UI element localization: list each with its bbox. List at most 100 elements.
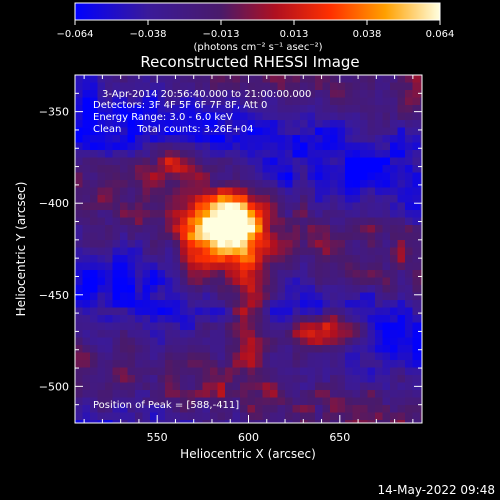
- heatmap-cell: [300, 412, 308, 421]
- heatmap-cell: [285, 135, 293, 143]
- heatmap-cell: [202, 255, 211, 263]
- heatmap-cell: [172, 292, 181, 301]
- heatmap-cell: [367, 210, 376, 218]
- heatmap-cell: [277, 330, 286, 338]
- heatmap-cell: [240, 262, 248, 271]
- heatmap-cell: [292, 127, 301, 136]
- heatmap-cell: [150, 285, 158, 293]
- heatmap-cell: [225, 390, 233, 398]
- heatmap-cell: [337, 397, 346, 406]
- heatmap-cell: [105, 82, 113, 91]
- heatmap-cell: [217, 247, 226, 256]
- heatmap-cell: [285, 217, 293, 226]
- heatmap-cell: [157, 367, 166, 376]
- heatmap-cell: [360, 382, 368, 391]
- heatmap-cell: [172, 210, 181, 218]
- heatmap-cell: [172, 420, 181, 423]
- heatmap-cell: [397, 217, 406, 226]
- heatmap-cell: [232, 375, 241, 383]
- heatmap-cell: [315, 157, 323, 166]
- heatmap-cell: [405, 247, 413, 256]
- heatmap-cell: [390, 120, 398, 128]
- heatmap-cell: [142, 292, 151, 301]
- heatmap-cell: [120, 300, 128, 308]
- heatmap-cell: [270, 217, 278, 226]
- heatmap-cell: [337, 337, 346, 346]
- heatmap-cell: [82, 292, 91, 301]
- heatmap-cell: [165, 382, 173, 391]
- heatmap-cell: [75, 150, 83, 158]
- heatmap-cell: [397, 307, 406, 316]
- heatmap-cell: [397, 180, 406, 188]
- heatmap-cell: [262, 360, 271, 368]
- heatmap-cell: [337, 255, 346, 263]
- heatmap-cell: [225, 150, 233, 158]
- heatmap-cell: [232, 285, 241, 293]
- heatmap-cell: [375, 165, 383, 173]
- heatmap-cell: [300, 187, 308, 196]
- heatmap-cell: [352, 127, 361, 136]
- heatmap-cell: [75, 375, 83, 383]
- y-tick-label: −450: [39, 289, 69, 302]
- heatmap-cell: [105, 397, 113, 406]
- heatmap-cell: [225, 157, 233, 166]
- heatmap-cell: [172, 90, 181, 98]
- heatmap-cell: [307, 255, 316, 263]
- heatmap-cell: [315, 397, 323, 406]
- heatmap-cell: [367, 412, 376, 421]
- heatmap-cell: [397, 97, 406, 106]
- heatmap-cell: [292, 135, 301, 143]
- heatmap-cell: [202, 240, 211, 248]
- heatmap-cell: [412, 397, 421, 406]
- heatmap-cell: [165, 285, 173, 293]
- heatmap-cell: [210, 75, 218, 83]
- heatmap-cell: [345, 210, 353, 218]
- heatmap-cell: [247, 382, 256, 391]
- heatmap-cell: [187, 90, 196, 98]
- heatmap-cell: [315, 375, 323, 383]
- heatmap-cell: [270, 375, 278, 383]
- heatmap-cell: [150, 390, 158, 398]
- heatmap-cell: [90, 232, 98, 241]
- heatmap-cell: [135, 120, 143, 128]
- heatmap-cell: [225, 180, 233, 188]
- heatmap-cell: [397, 172, 406, 181]
- heatmap-cell: [157, 397, 166, 406]
- heatmap-cell: [315, 195, 323, 203]
- heatmap-cell: [307, 330, 316, 338]
- heatmap-cell: [127, 255, 136, 263]
- heatmap-cell: [225, 285, 233, 293]
- heatmap-cell: [232, 202, 241, 211]
- heatmap-cell: [105, 112, 113, 121]
- heatmap-cell: [292, 337, 301, 346]
- heatmap-cell: [120, 360, 128, 368]
- heatmap-cell: [420, 300, 422, 308]
- heatmap-cell: [120, 255, 128, 263]
- heatmap-cell: [352, 360, 361, 368]
- heatmap-cell: [360, 180, 368, 188]
- heatmap-cell: [420, 120, 422, 128]
- heatmap-cell: [315, 277, 323, 286]
- heatmap-cell: [382, 322, 391, 331]
- heatmap-cell: [97, 367, 106, 376]
- heatmap-cell: [315, 142, 323, 151]
- heatmap-cell: [187, 142, 196, 151]
- heatmap-cell: [352, 112, 361, 121]
- heatmap-cell: [165, 165, 173, 173]
- heatmap-cell: [97, 420, 106, 423]
- heatmap-cell: [225, 247, 233, 256]
- heatmap-cell: [120, 345, 128, 353]
- heatmap-cell: [127, 210, 136, 218]
- heatmap-cell: [352, 187, 361, 196]
- heatmap-cell: [240, 135, 248, 143]
- heatmap-cell: [127, 225, 136, 233]
- heatmap-cell: [142, 172, 151, 181]
- heatmap-cell: [187, 97, 196, 106]
- heatmap-cell: [367, 150, 376, 158]
- heatmap-cell: [412, 345, 421, 353]
- heatmap-cell: [195, 412, 203, 421]
- heatmap-cell: [390, 127, 398, 136]
- heatmap-cell: [315, 75, 323, 83]
- heatmap-cell: [360, 390, 368, 398]
- heatmap-cell: [375, 270, 383, 278]
